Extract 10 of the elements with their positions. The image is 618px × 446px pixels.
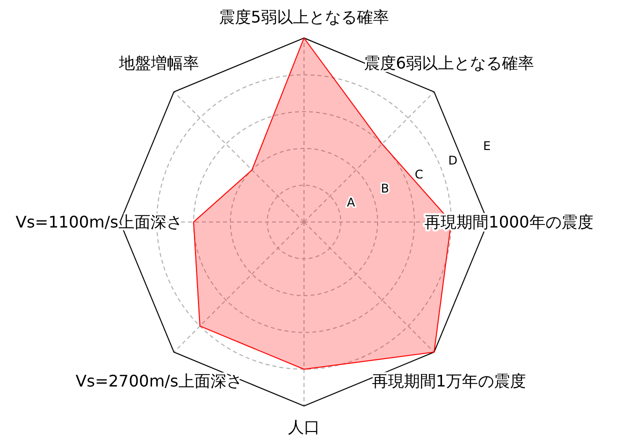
- spoke-label: Vs=2700m/s上面深さ: [76, 371, 242, 390]
- y-tick-label: C: [414, 167, 424, 182]
- y-tick-label: D: [448, 153, 458, 168]
- spoke-label: 人口: [288, 418, 320, 436]
- spoke-label: 震度5弱以上となる確率: [218, 8, 390, 26]
- y-tick-label: E: [483, 139, 491, 154]
- y-tick-label: B: [380, 181, 390, 196]
- spoke-label: 再現期間1万年の震度: [372, 371, 526, 390]
- spoke-label: 地盤増幅率: [118, 54, 200, 73]
- y-tick-label: A: [346, 196, 356, 210]
